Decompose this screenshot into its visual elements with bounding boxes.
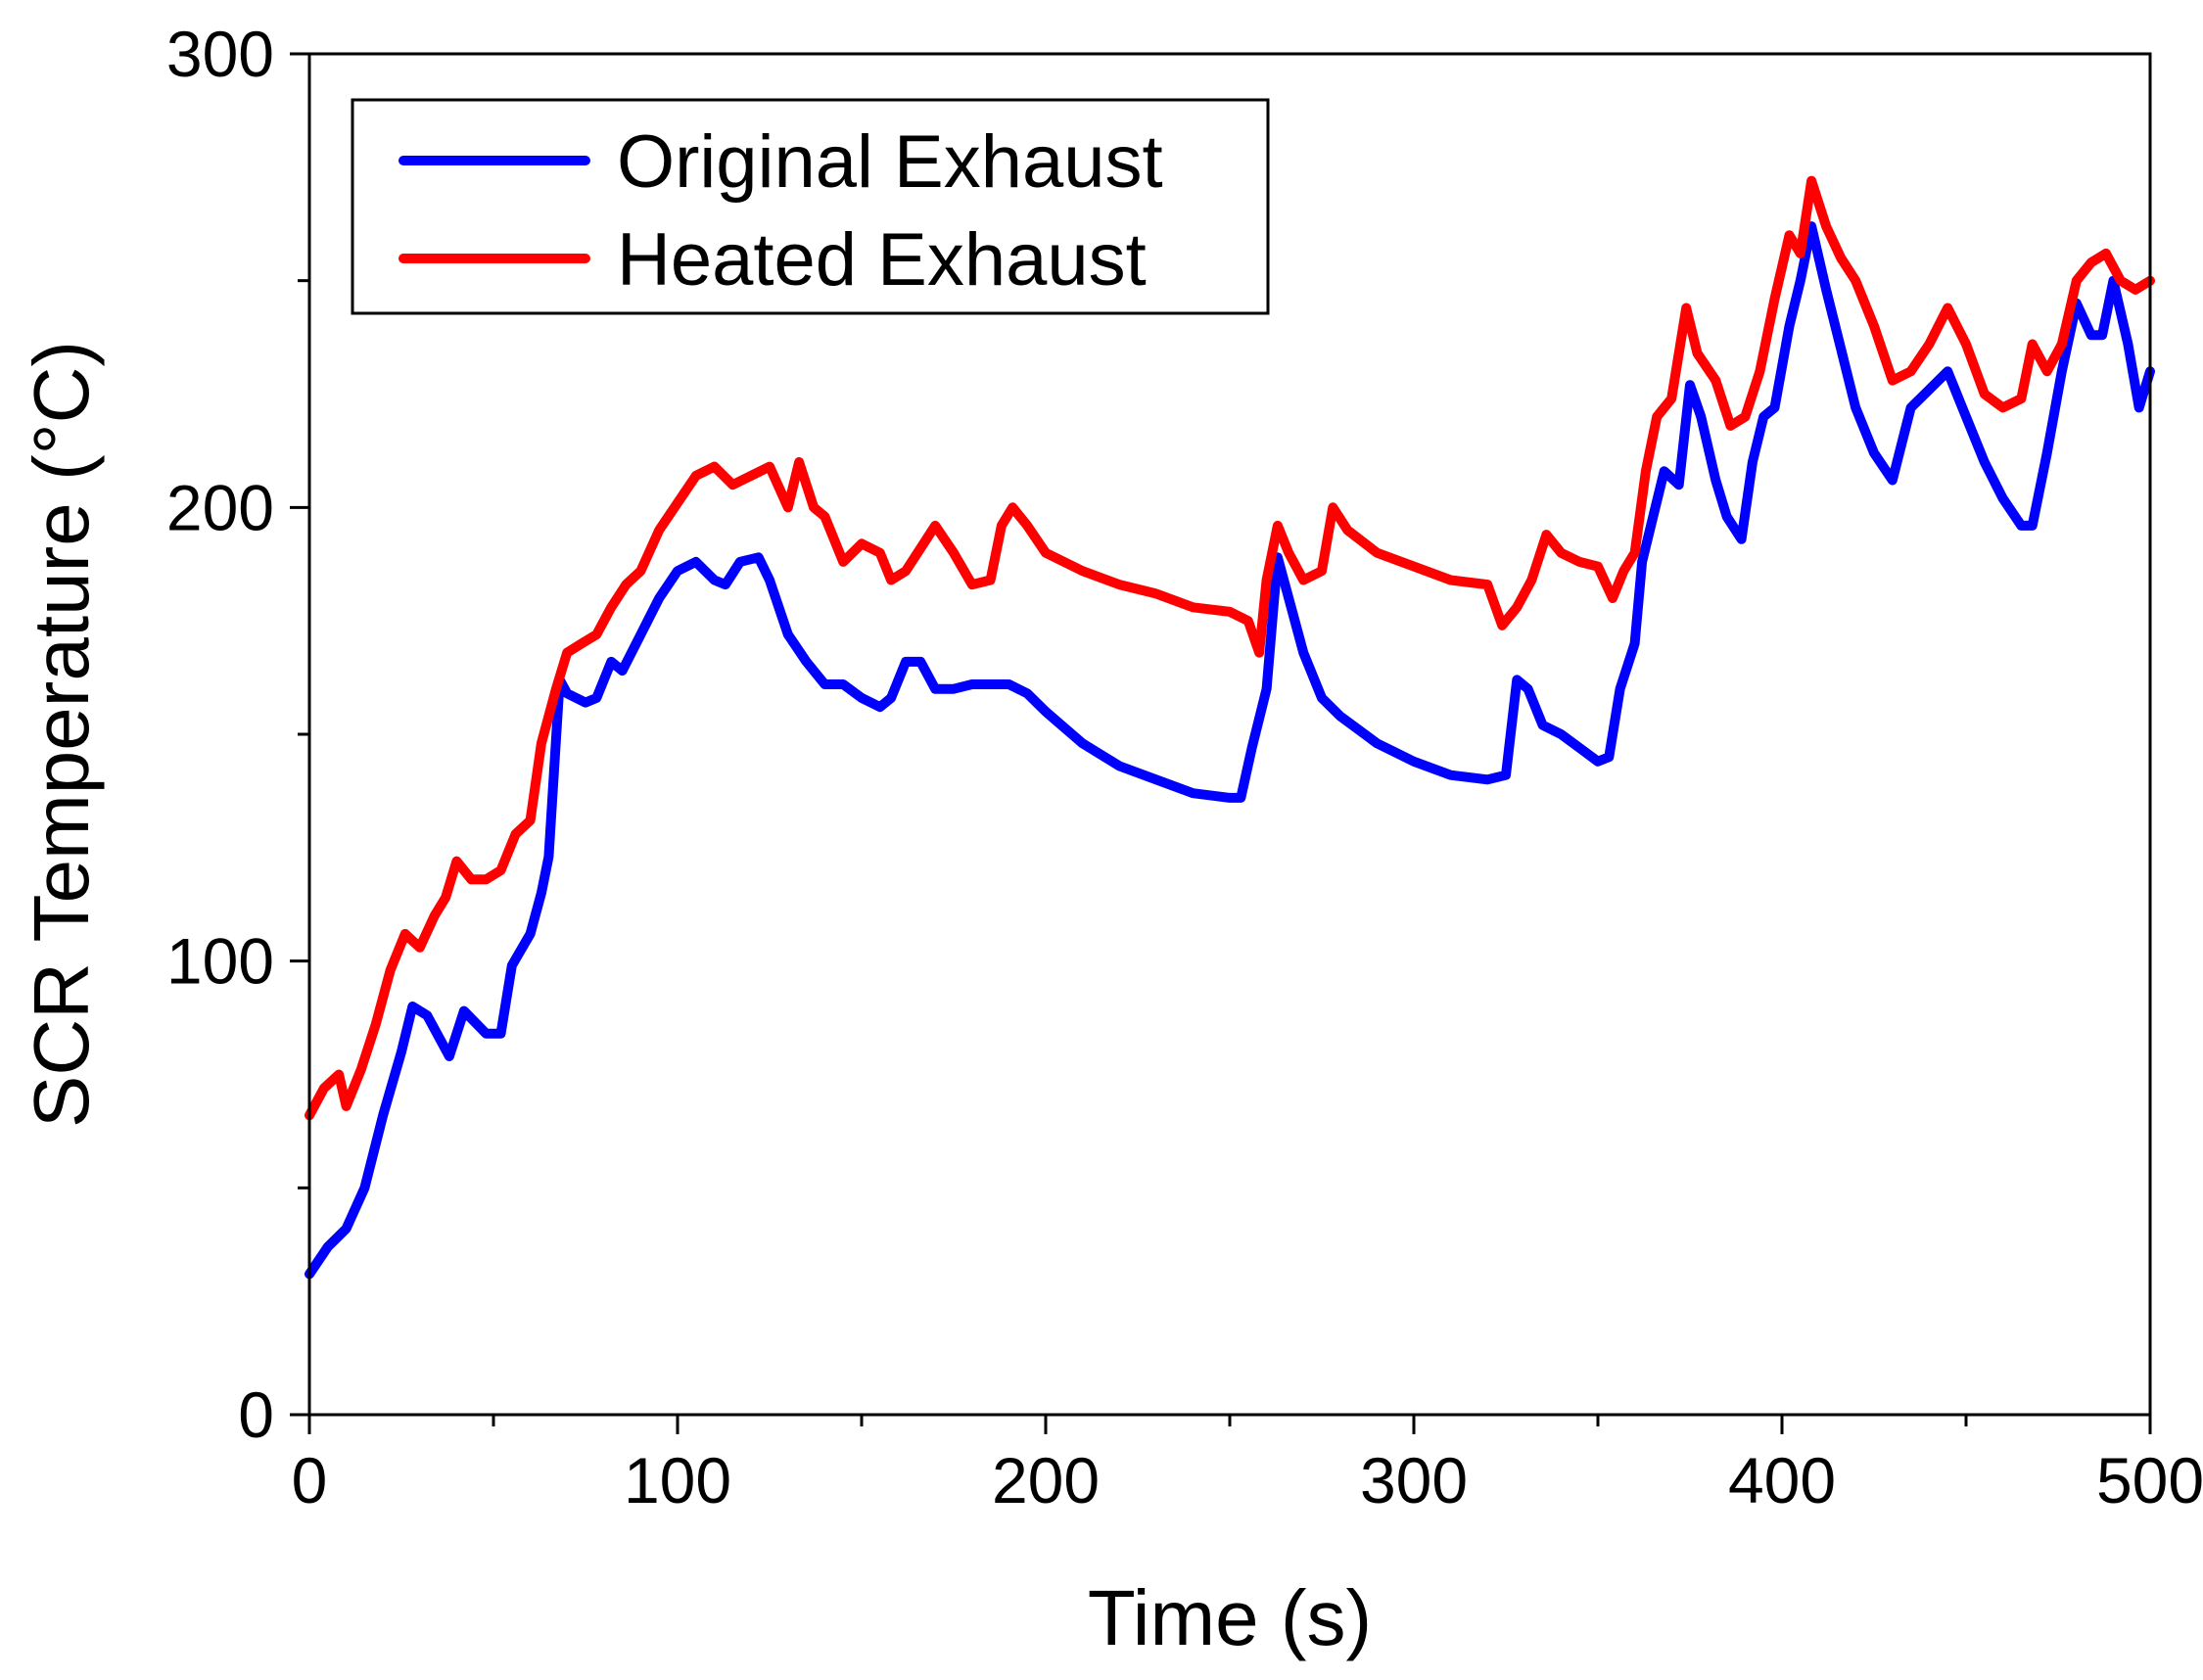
x-tick-label-100: 100 [624, 1444, 731, 1517]
y-tick-label-0: 0 [238, 1378, 274, 1451]
legend-label-heated-exhaust: Heated Exhaust [617, 218, 1147, 302]
series-layer [305, 175, 2155, 1280]
axis-ticks: 0 100 200 300 400 500 0 100 200 300 [166, 18, 2203, 1517]
legend-label-original-exhaust: Original Exhaust [617, 120, 1163, 204]
y-tick-label-300: 300 [166, 18, 274, 90]
x-tick-label-0: 0 [292, 1444, 328, 1517]
legend-box [351, 98, 1270, 315]
series-line-original-exhaust [305, 221, 2155, 1280]
x-tick-label-400: 400 [1728, 1444, 1836, 1517]
x-tick-label-300: 300 [1360, 1444, 1468, 1517]
x-axis-title: Time (s) [1088, 1574, 1372, 1661]
y-axis-title: SCR Temperature (°C) [18, 341, 105, 1128]
series-line-heated-exhaust [305, 175, 2155, 1121]
x-tick-label-200: 200 [992, 1444, 1100, 1517]
y-tick-label-200: 200 [166, 471, 274, 543]
y-tick-label-100: 100 [166, 925, 274, 998]
x-tick-label-500: 500 [2096, 1444, 2203, 1517]
legend: Original Exhaust Heated Exhaust [351, 98, 1270, 315]
